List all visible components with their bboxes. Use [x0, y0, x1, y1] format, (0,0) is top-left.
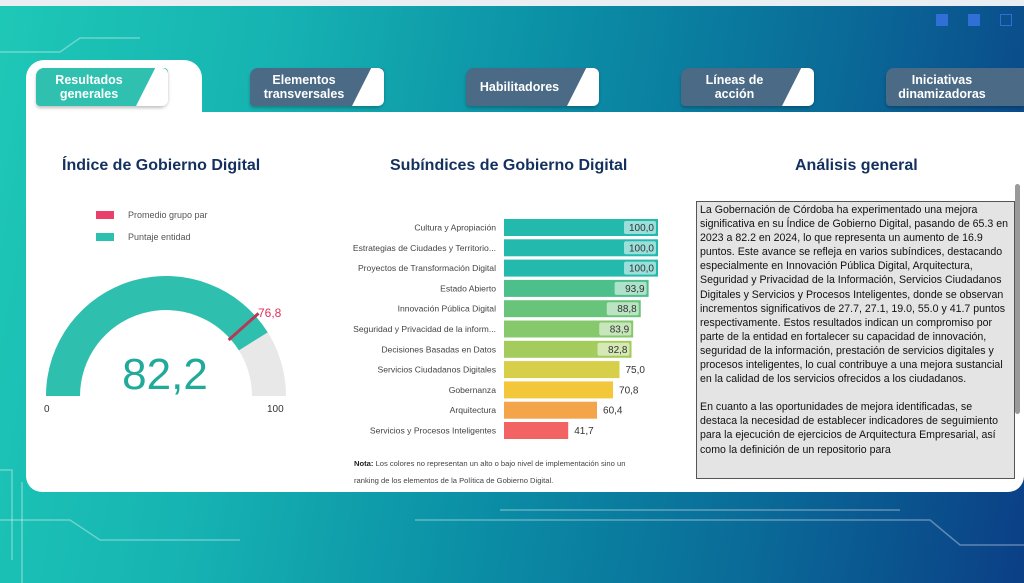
legend-swatch-peer — [96, 211, 114, 219]
tab-label: Habilitadores — [479, 80, 560, 94]
bar-value-label: 88,8 — [617, 304, 637, 315]
top-border — [0, 0, 1024, 6]
bar-value-label: 100,0 — [629, 264, 654, 275]
legend-swatch-entity — [96, 233, 114, 241]
gauge-chart — [46, 275, 286, 396]
bar-value-label-background — [624, 241, 656, 255]
subindex-bar-chart: Cultura y Apropiación 100,0 Estrategias de… — [353, 219, 658, 439]
bar-value-label-background — [624, 261, 656, 275]
bar-value-label: 70,8 — [619, 385, 639, 396]
tab-lineas-de-accion[interactable]: Líneas de acción — [681, 68, 814, 106]
chart-note-label: Nota: — [354, 459, 374, 468]
bar[interactable] — [504, 401, 598, 419]
analysis-scrollbar[interactable] — [1015, 184, 1020, 414]
legend-label: Puntaje entidad — [128, 232, 191, 242]
legend-item-peer-average: Promedio grupo par — [96, 210, 208, 220]
analysis-paragraph: La Gobernación de Córdoba ha experimenta… — [700, 204, 1009, 386]
gauge-value: 82,2 — [122, 350, 208, 399]
bar-value-label: 100,0 — [629, 243, 654, 254]
gauge-title: Índice de Gobierno Digital — [62, 157, 261, 174]
bar-category-label: Servicios Ciudadanos Digitales — [378, 365, 496, 375]
tab-iniciativas-dinamizadoras[interactable]: Iniciativas dinamizadoras — [886, 68, 1024, 106]
gauge-value-arc — [46, 275, 268, 396]
legend-label: Promedio grupo par — [128, 210, 208, 220]
bar-value-label: 83,9 — [610, 325, 630, 336]
tab-slash-decoration — [567, 68, 599, 106]
chart-note-text: Los colores no representan un alto o baj… — [354, 459, 626, 485]
bar-category-label: Arquitectura — [450, 405, 497, 415]
bar[interactable] — [504, 381, 614, 399]
bar-category-label: Seguridad y Privacidad de la inform... — [353, 324, 496, 334]
analysis-text-box[interactable]: La Gobernación de Córdoba ha experimenta… — [696, 201, 1015, 479]
tab-resultados-generales[interactable]: Resultados generales — [36, 68, 168, 106]
tab-label: Líneas de acción — [705, 73, 764, 101]
window-controls — [936, 14, 1012, 26]
bar-value-label: 41,7 — [574, 426, 594, 437]
gauge-peer-average-label: 76,8 — [258, 306, 282, 320]
bar-category-label: Estado Abierto — [440, 283, 496, 293]
bar-value-label: 82,8 — [608, 345, 628, 356]
tab-slash-decoration — [352, 68, 384, 106]
bar-category-label: Decisiones Basadas en Datos — [381, 344, 496, 354]
gauge-min-label: 0 — [44, 404, 50, 415]
tab-slash-decoration — [136, 68, 168, 106]
bar-category-label: Servicios y Procesos Inteligentes — [370, 426, 496, 436]
bar-value-label-background — [614, 281, 647, 295]
window-control-icon[interactable] — [968, 14, 980, 26]
bar[interactable] — [504, 219, 658, 236]
gauge-legend: Promedio grupo par Puntaje entidad — [96, 210, 208, 254]
bar[interactable] — [504, 361, 620, 379]
bar[interactable] — [504, 422, 569, 439]
legend-item-entity-score: Puntaje entidad — [96, 232, 208, 242]
bar-category-label: Gobernanza — [449, 385, 497, 395]
bar[interactable] — [504, 239, 658, 257]
bar-value-label-background — [599, 322, 632, 336]
analysis-paragraph: En cuanto a las oportunidades de mejora … — [700, 401, 998, 456]
gauge-max-label: 100 — [267, 404, 284, 415]
bar-value-label: 100,0 — [629, 223, 654, 234]
tab-elementos-transversales[interactable]: Elementos transversales — [250, 68, 384, 106]
analysis-title: Análisis general — [795, 157, 918, 174]
tab-slash-decoration — [782, 68, 814, 106]
window-control-icon[interactable] — [936, 14, 948, 26]
bar-value-label-background — [624, 221, 656, 234]
bar-category-label: Cultura y Apropiación — [414, 223, 496, 233]
bar[interactable] — [504, 279, 649, 297]
bar-category-label: Estrategias de Ciudades y Territorio... — [353, 243, 496, 253]
bar[interactable] — [504, 259, 658, 277]
tab-habilitadores[interactable]: Habilitadores — [466, 68, 599, 106]
bar-category-label: Proyectos de Transformación Digital — [358, 263, 496, 273]
bar[interactable] — [504, 300, 641, 318]
gauge-peer-average-marker — [227, 312, 260, 342]
bar-category-label: Innovación Pública Digital — [398, 304, 496, 314]
bar-value-label-background — [606, 302, 639, 316]
tab-label: Iniciativas dinamizadoras — [898, 73, 986, 101]
tab-label: Resultados generales — [55, 73, 123, 101]
bar-value-label: 93,9 — [625, 284, 645, 295]
chart-title: Subíndices de Gobierno Digital — [390, 157, 628, 174]
bar-value-label: 75,0 — [626, 365, 646, 376]
window-control-icon[interactable] — [1000, 14, 1012, 26]
chart-note: Nota: Los colores no representan un alto… — [354, 455, 644, 489]
bar-value-label-background — [597, 342, 630, 356]
tab-label: Elementos transversales — [263, 73, 345, 101]
bar-value-label: 60,4 — [603, 406, 623, 417]
